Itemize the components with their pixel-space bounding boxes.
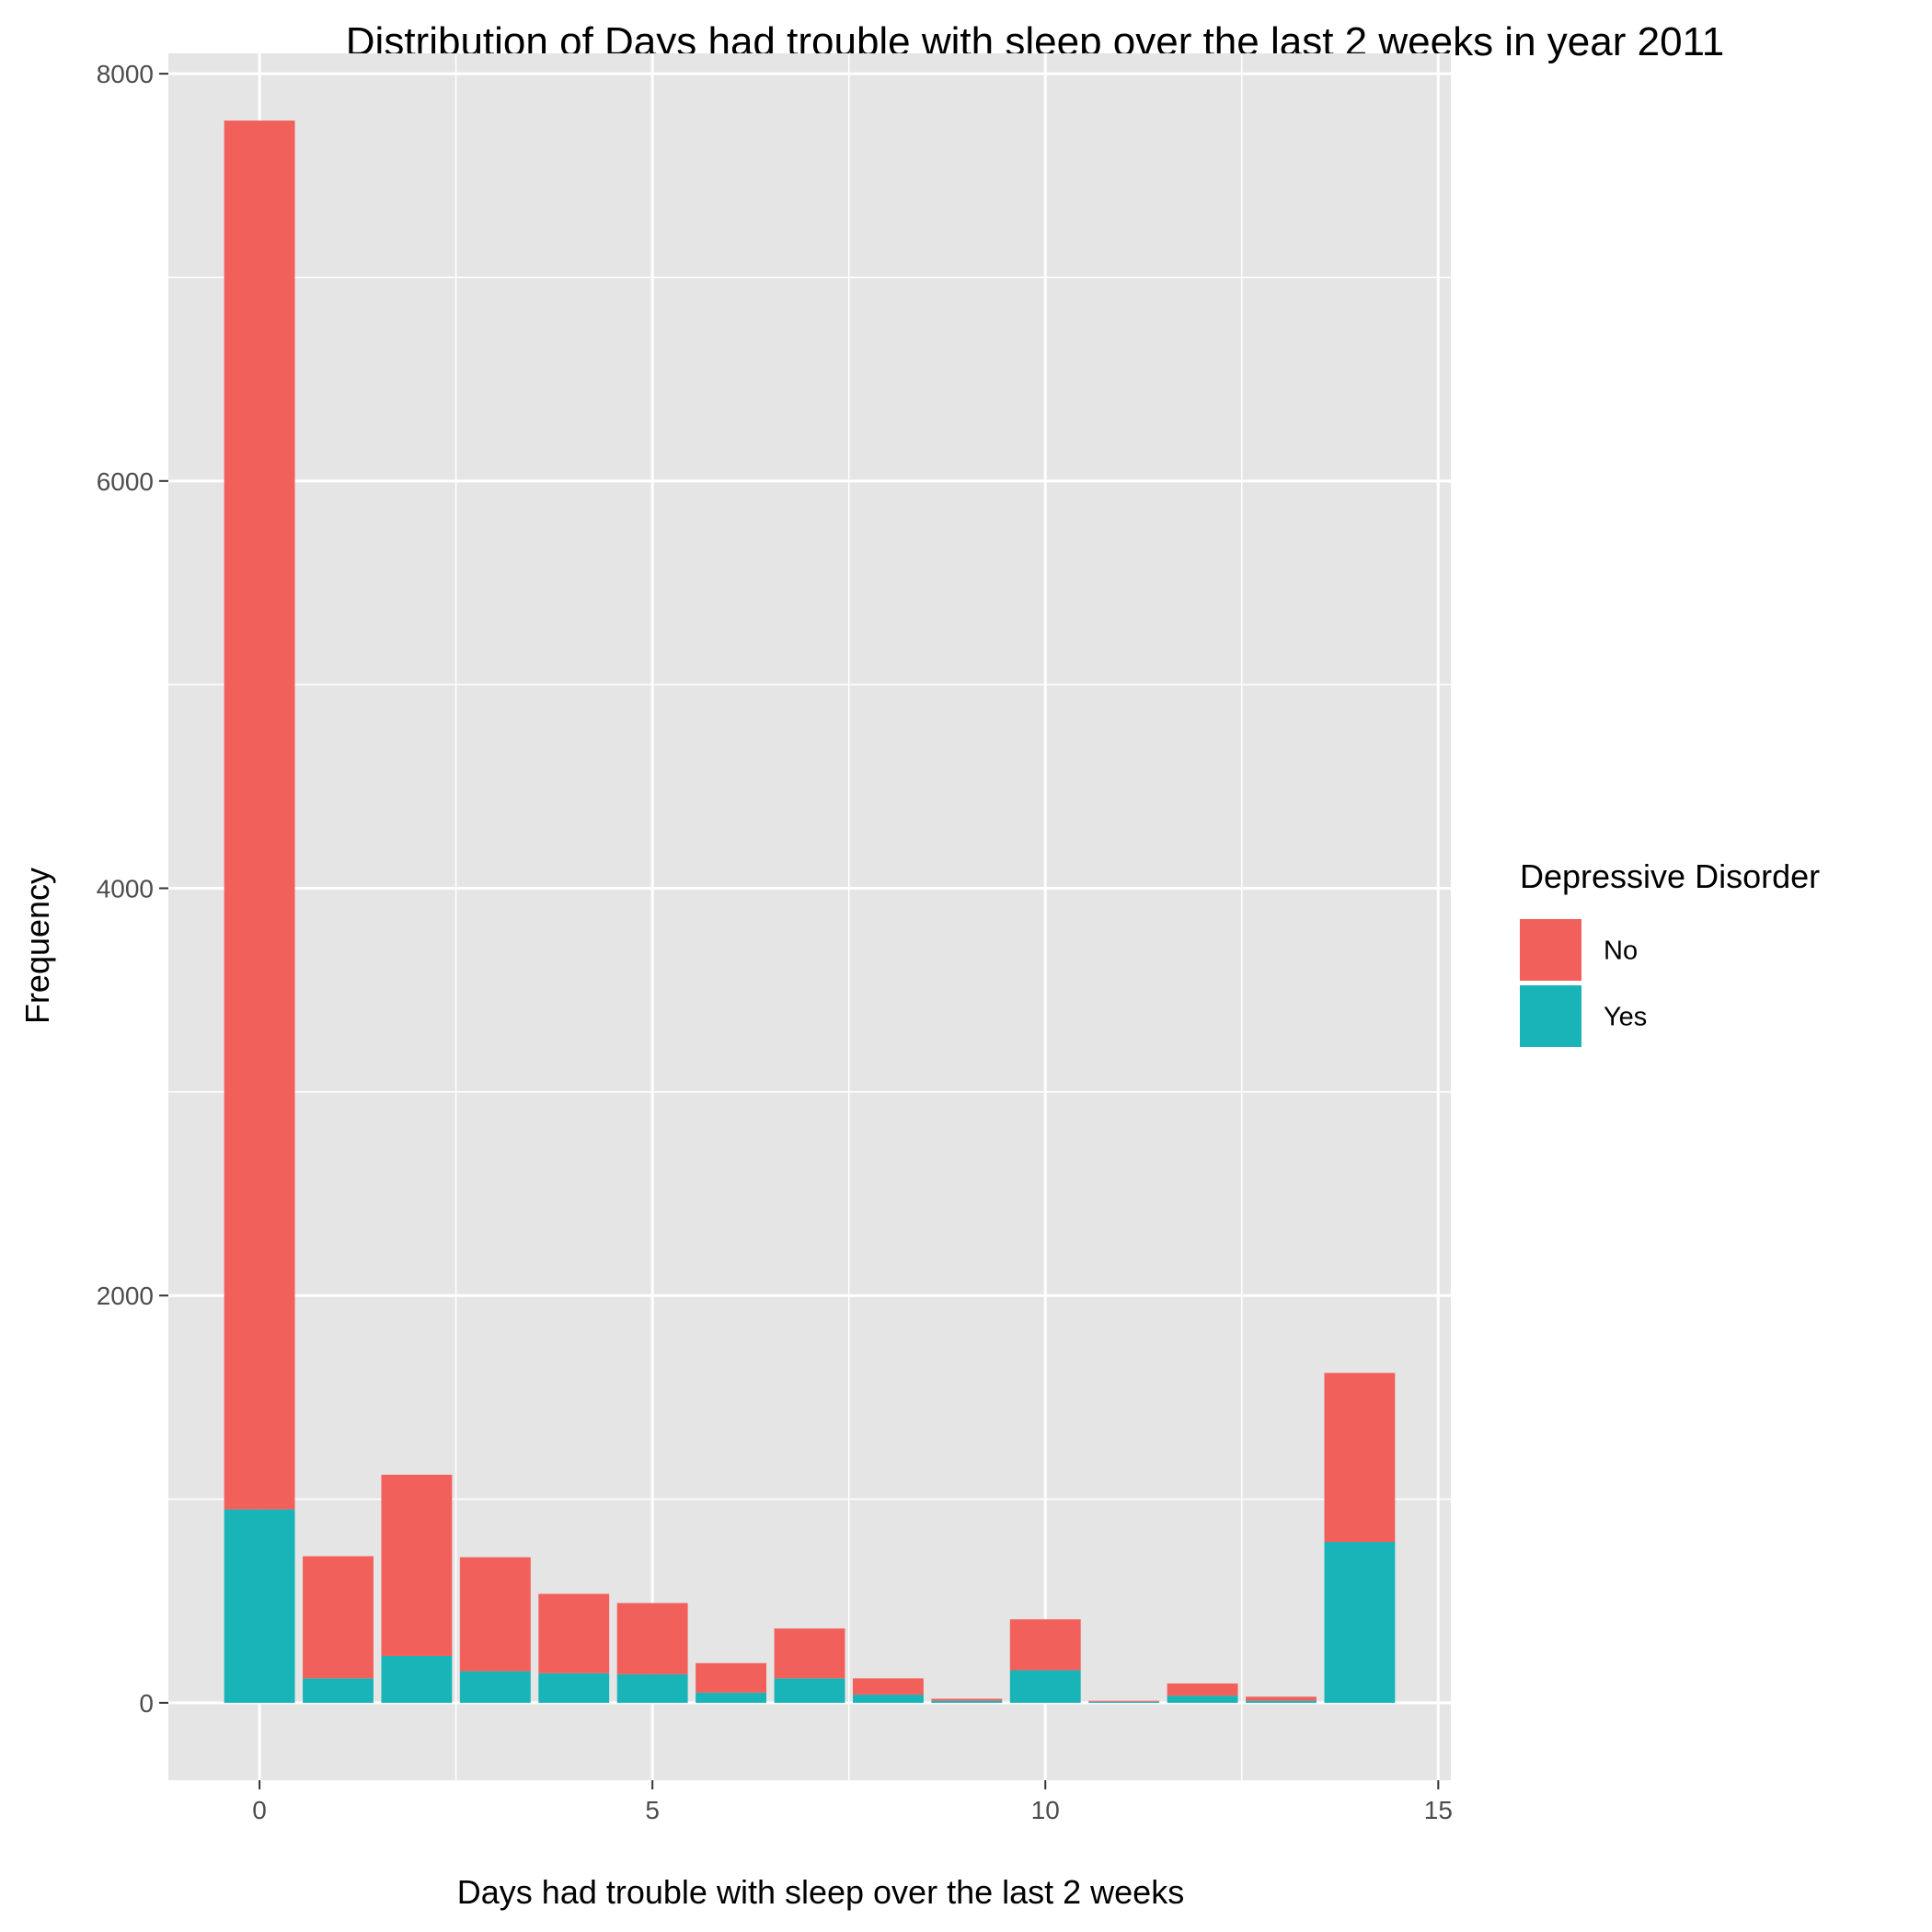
bar-yes-x0 [224,1509,295,1703]
bar-yes-x9 [931,1700,1003,1703]
bar-no-x5 [616,1603,688,1674]
bar-yes-x2 [381,1655,453,1703]
bar-layer [224,121,1396,1703]
y-tick-label: 2000 [97,1282,154,1310]
x-tick-label: 10 [1031,1796,1060,1824]
bar-no-x0 [224,121,295,1510]
bar-no-x12 [1167,1683,1238,1696]
bar-yes-x5 [616,1673,688,1703]
bar-yes-x14 [1324,1542,1396,1703]
y-tick-label: 8000 [97,60,154,88]
bar-no-x4 [538,1593,610,1673]
legend-key-yes [1520,985,1581,1047]
y-tick-label: 6000 [97,467,154,496]
bar-no-x11 [1088,1700,1160,1702]
legend: Depressive Disorder No Yes [1520,857,1820,1047]
legend-label-no: No [1604,937,1638,966]
y-axis-title: Frequency [18,868,56,1024]
bar-yes-x7 [774,1678,845,1703]
bar-yes-x8 [852,1695,924,1703]
bar-yes-x11 [1088,1701,1160,1703]
bar-no-x14 [1324,1373,1396,1543]
bar-no-x10 [1009,1619,1081,1671]
plot-panel [168,53,1451,1780]
bar-yes-x1 [303,1678,374,1703]
bar-no-x7 [774,1628,845,1679]
bar-yes-x10 [1009,1670,1081,1703]
legend-title: Depressive Disorder [1520,857,1820,895]
bar-yes-x12 [1167,1696,1238,1703]
bar-yes-x3 [459,1671,531,1703]
x-tick-label: 15 [1424,1796,1453,1824]
bar-yes-x13 [1246,1700,1317,1703]
bar-yes-x4 [538,1673,610,1703]
bar-yes-x6 [696,1692,767,1703]
axis-layer: 0 2000 4000 6000 8000 0 5 10 15 [97,60,1453,1824]
bar-no-x1 [303,1556,374,1679]
bar-no-x8 [852,1678,924,1696]
bar-no-x6 [696,1662,767,1693]
y-tick-label: 4000 [97,875,154,903]
bar-no-x2 [381,1474,453,1656]
panel-background [168,53,1451,1780]
x-axis-title: Days had trouble with sleep over the las… [457,1873,1184,1911]
bar-no-x9 [931,1698,1003,1701]
legend-label-yes: Yes [1604,1003,1647,1032]
x-tick-label: 5 [645,1796,660,1824]
bar-no-x13 [1246,1696,1317,1701]
legend-key-no [1520,919,1581,981]
bar-no-x3 [459,1557,531,1672]
x-tick-label: 0 [252,1796,267,1824]
y-tick-label: 0 [139,1689,154,1718]
